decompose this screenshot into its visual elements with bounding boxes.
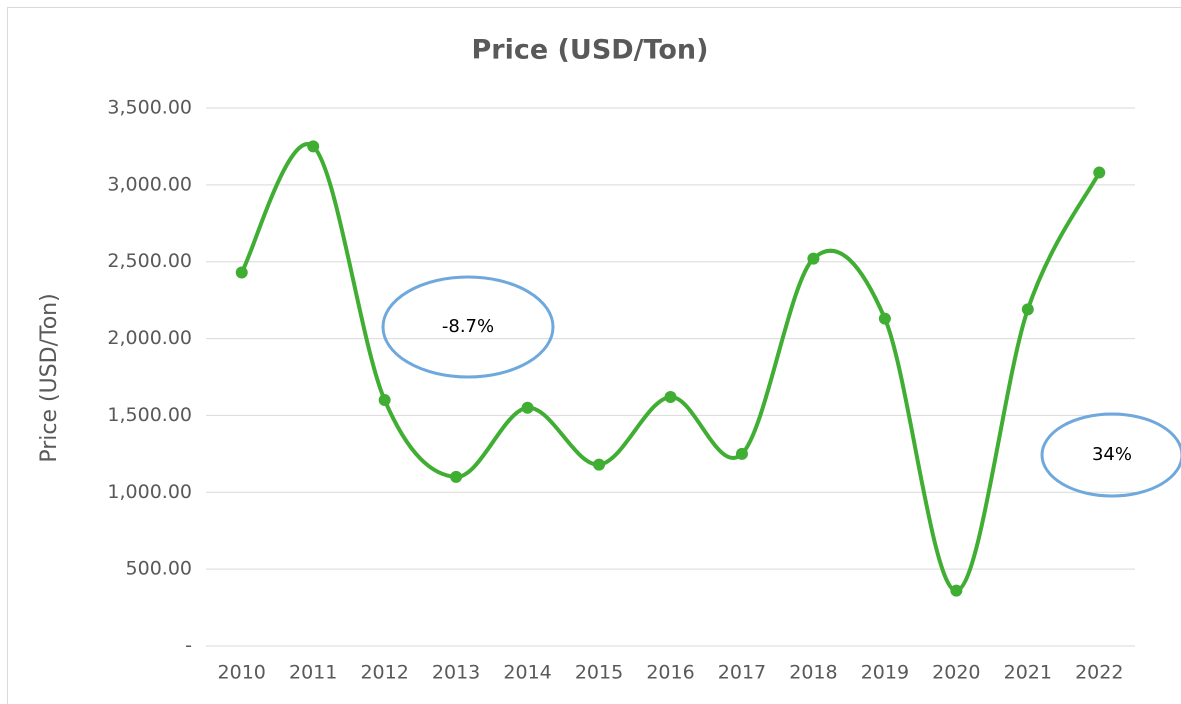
- x-tick-label: 2015: [575, 662, 623, 684]
- data-point: [1021, 303, 1034, 316]
- annotation-ellipse: [1040, 412, 1181, 498]
- data-point: [950, 584, 963, 597]
- x-tick-label: 2016: [646, 662, 694, 684]
- annotation-text: -8.7%: [442, 316, 494, 337]
- data-point: [307, 140, 320, 153]
- annotation-text: 34%: [1092, 444, 1132, 465]
- data-point: [664, 390, 677, 403]
- x-tick-label: 2021: [1004, 662, 1052, 684]
- data-point: [235, 266, 248, 279]
- x-tick-label: 2017: [718, 662, 766, 684]
- data-point: [378, 394, 391, 407]
- y-tick-label: 2,000.00: [107, 327, 192, 349]
- data-point: [1093, 166, 1106, 179]
- x-tick-label: 2020: [932, 662, 980, 684]
- y-tick-label: -: [185, 635, 192, 657]
- x-tick-label: 2022: [1075, 662, 1123, 684]
- x-tick-label: 2018: [789, 662, 837, 684]
- series-line: [239, 142, 1102, 593]
- x-tick-label: 2019: [861, 662, 909, 684]
- y-tick-label: 1,500.00: [107, 404, 192, 426]
- data-point: [593, 458, 606, 471]
- data-point: [450, 470, 463, 483]
- data-point: [878, 312, 891, 325]
- x-tick-label: 2011: [289, 662, 337, 684]
- chart-title: Price (USD/Ton): [471, 35, 708, 66]
- data-point: [521, 401, 534, 414]
- chart-border: [7, 7, 1181, 704]
- annotation-ellipse: [381, 275, 555, 379]
- y-axis-label: Price (USD/Ton): [37, 293, 62, 462]
- x-tick-label: 2012: [360, 662, 408, 684]
- y-tick-label: 500.00: [126, 558, 192, 580]
- y-tick-label: 3,500.00: [107, 97, 192, 119]
- y-tick-label: 3,000.00: [107, 173, 192, 195]
- x-tick-label: 2014: [503, 662, 551, 684]
- y-tick-label: 2,500.00: [107, 250, 192, 272]
- x-tick-label: 2013: [432, 662, 480, 684]
- data-point: [735, 447, 748, 460]
- x-tick-label: 2010: [218, 662, 266, 684]
- y-tick-label: 1,000.00: [107, 481, 192, 503]
- data-point: [807, 252, 820, 265]
